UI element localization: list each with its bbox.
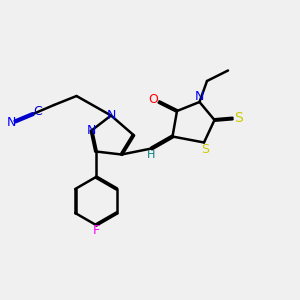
Text: C: C xyxy=(33,105,42,118)
Text: O: O xyxy=(149,92,158,106)
Text: N: N xyxy=(7,116,16,130)
Text: S: S xyxy=(202,142,209,156)
Text: H: H xyxy=(147,150,156,160)
Text: F: F xyxy=(92,224,100,237)
Text: S: S xyxy=(234,112,243,125)
Text: N: N xyxy=(195,89,204,103)
Text: N: N xyxy=(106,109,116,122)
Text: N: N xyxy=(87,124,96,137)
